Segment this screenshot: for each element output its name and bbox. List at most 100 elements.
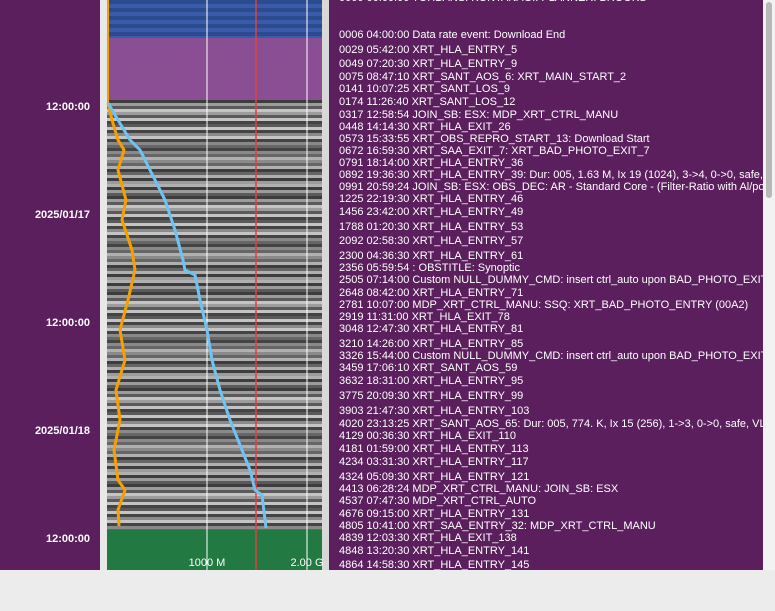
splitter[interactable] (322, 0, 329, 570)
stripe (107, 478, 322, 481)
stripe (107, 292, 322, 295)
stripe (107, 322, 322, 325)
event-row[interactable]: 0075 08:47:10 XRT_SANT_AOS_6: XRT_MAIN_S… (339, 71, 627, 83)
event-row[interactable]: 0573 15:33:55 XRT_OBS_REPRO_START_13: Do… (339, 133, 650, 145)
event-row[interactable]: 1456 23:42:00 XRT_HLA_ENTRY_49 (339, 206, 524, 218)
stripe (107, 211, 322, 214)
event-row[interactable]: 2300 04:36:30 XRT_HLA_ENTRY_61 (339, 250, 524, 262)
stripe (107, 328, 322, 331)
event-row[interactable]: 4537 07:47:30 MDP_XRT_CTRL_AUTO (339, 495, 537, 507)
stripe (107, 451, 322, 454)
stripe (107, 50, 322, 54)
event-row[interactable]: 0049 07:20:30 XRT_HLA_ENTRY_9 (339, 58, 518, 70)
event-row[interactable]: 2648 08:42:00 XRT_HLA_ENTRY_71 (339, 287, 524, 299)
event-row[interactable]: 2919 11:31:00 XRT_HLA_EXIT_78 (339, 311, 510, 323)
event-row[interactable]: 3903 21:47:30 XRT_HLA_ENTRY_103 (339, 405, 530, 417)
event-row[interactable]: 3459 17:06:10 XRT_SANT_AOS_59 (339, 362, 518, 374)
stripe (107, 28, 322, 32)
stripe (107, 403, 322, 406)
stripe (107, 208, 322, 211)
stripe (107, 238, 322, 241)
stripe (107, 86, 322, 90)
event-row[interactable]: 4129 00:36:30 XRT_HLA_EXIT_110 (339, 430, 516, 442)
stripe (107, 487, 322, 490)
stripe (107, 181, 322, 184)
event-row[interactable]: 0317 12:58:54 JOIN_SB: ESX: MDP_XRT_CTRL… (339, 109, 619, 121)
event-row[interactable]: 4839 12:03:30 XRT_HLA_EXIT_138 (339, 532, 517, 544)
event-row[interactable]: 3632 18:31:00 XRT_HLA_ENTRY_95 (339, 375, 524, 387)
stripe (107, 499, 322, 502)
event-row[interactable]: 4020 23:13:25 XRT_SANT_AOS_65: Dur: 005,… (339, 418, 763, 430)
stripe (107, 223, 322, 226)
event-list: 0000 00:00:00 TOHBANS: KONTANAGI: PLANNE… (339, 0, 763, 570)
stripe (107, 62, 322, 66)
event-row[interactable]: 2505 07:14:00 Custom NULL_DUMMY_CMD: ins… (339, 274, 763, 286)
stripe (107, 178, 322, 181)
stripe (107, 232, 322, 235)
stripe (107, 190, 322, 193)
stripe (107, 496, 322, 499)
event-row[interactable]: 4181 01:59:00 XRT_HLA_ENTRY_113 (339, 443, 529, 455)
event-row[interactable]: 0174 11:26:40 XRT_SANT_LOS_12 (339, 96, 516, 108)
stripe (107, 160, 322, 163)
app-window: 12:00:00 2025/01/17 12:00:00 2025/01/18 12:0… (0, 0, 775, 570)
stripe (107, 304, 322, 307)
event-row[interactable]: 0006 04:00:00 Data rate event: Download … (339, 29, 566, 41)
stripes (107, 0, 322, 570)
event-row[interactable]: 4848 13:20:30 XRT_HLA_ENTRY_141 (339, 545, 530, 557)
event-row[interactable]: 0000 00:00:00 TOHBANS: KONTANAGI: PLANNE… (339, 0, 647, 4)
event-row[interactable]: 0672 16:59:30 XRT_SAA_EXIT_7: XRT_BAD_PH… (339, 145, 650, 157)
event-row[interactable]: 3048 12:47:30 XRT_HLA_ENTRY_81 (339, 323, 524, 335)
stripe (107, 112, 322, 115)
stripe (107, 103, 322, 106)
stripe (107, 277, 322, 280)
stripe (107, 534, 322, 538)
stripe (107, 115, 322, 118)
stripe (107, 448, 322, 451)
event-row[interactable]: 2356 05:59:54 : OBSTITLE: Synoptic (339, 262, 520, 274)
stripe (107, 412, 322, 415)
stripe (107, 214, 322, 217)
event-row[interactable]: 0448 14:14:30 XRT_HLA_EXIT_26 (339, 121, 511, 133)
event-row[interactable]: 3326 15:44:00 Custom NULL_DUMMY_CMD: ins… (339, 350, 763, 362)
event-row[interactable]: 4324 05:09:30 XRT_HLA_ENTRY_121 (339, 471, 530, 483)
stripe (107, 355, 322, 358)
stripe (107, 457, 322, 460)
scrollbar[interactable] (763, 0, 775, 570)
event-row[interactable]: 4234 03:31:30 XRT_HLA_ENTRY_117 (339, 456, 529, 468)
event-row[interactable]: 2781 10:07:00 MDP_XRT_CTRL_MANU: SSQ: XR… (339, 299, 749, 311)
event-row[interactable]: 1225 22:19:30 XRT_HLA_ENTRY_46 (339, 193, 524, 205)
stripe (107, 217, 322, 220)
stripe (107, 0, 322, 4)
stripe (107, 157, 322, 160)
event-row[interactable]: 3775 20:09:30 XRT_HLA_ENTRY_99 (339, 390, 524, 402)
stripe (107, 346, 322, 349)
scroll-thumb[interactable] (766, 2, 772, 198)
event-row[interactable]: 0991 20:59:24 JOIN_SB: ESX: OBS_DEC: AR … (339, 181, 763, 193)
stripe (107, 307, 322, 310)
event-row[interactable]: 0892 19:36:30 XRT_HLA_ENTRY_39: Dur: 005… (339, 169, 763, 181)
stripe (107, 466, 322, 469)
event-row[interactable]: 0029 05:42:00 XRT_HLA_ENTRY_5 (339, 44, 518, 56)
stripe (107, 316, 322, 319)
stripe (107, 70, 322, 74)
event-row[interactable]: 4805 10:41:00 XRT_SAA_ENTRY_32: MDP_XRT_… (339, 520, 656, 532)
event-row[interactable]: 2092 02:58:30 XRT_HLA_ENTRY_57 (339, 235, 524, 247)
event-row[interactable]: 0141 10:07:25 XRT_SANT_LOS_9 (339, 83, 511, 95)
stripe (107, 340, 322, 343)
event-row[interactable]: 4864 14:58:30 XRT_HLA_ENTRY_145 (339, 559, 530, 570)
stripe (107, 169, 322, 172)
stripe (107, 442, 322, 445)
event-row[interactable]: 3210 14:26:00 XRT_HLA_ENTRY_85 (339, 338, 524, 350)
event-row[interactable]: 4676 09:15:00 XRT_HLA_ENTRY_131 (339, 508, 530, 520)
event-row[interactable]: 4413 06:28:24 MDP_XRT_CTRL_MANU: JOIN_SB… (339, 483, 619, 495)
stripe (107, 505, 322, 508)
stripe (107, 163, 322, 166)
stripe (107, 271, 322, 274)
event-row[interactable]: 0791 18:14:00 XRT_HLA_ENTRY_36 (339, 157, 524, 169)
stripe (107, 562, 322, 566)
stripe (107, 566, 322, 570)
stripe (107, 127, 322, 130)
stripe (107, 109, 322, 112)
event-row[interactable]: 1788 01:20:30 XRT_HLA_ENTRY_53 (339, 221, 524, 233)
